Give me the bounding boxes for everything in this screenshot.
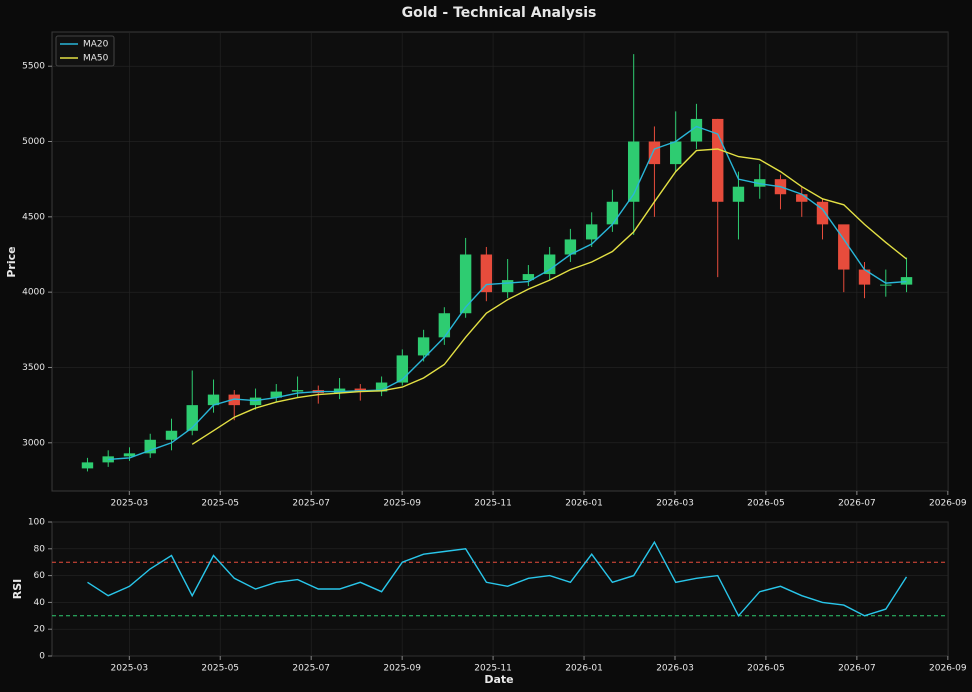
x-tick-label: 2025-05 (201, 664, 239, 674)
candle-body (564, 239, 577, 255)
plot-area (51, 31, 949, 492)
x-tick-label: 2025-09 (383, 499, 421, 509)
y-tick-label: 100 (28, 518, 45, 528)
candle-body (712, 118, 724, 202)
candle-body (754, 179, 766, 187)
candle-body (207, 394, 220, 406)
legend-label: MA20 (83, 40, 109, 50)
line (108, 125, 907, 461)
candle-body (522, 274, 535, 281)
candle-body (165, 430, 178, 440)
candle-body (123, 453, 136, 457)
x-tick-label: 2025-09 (383, 664, 421, 674)
candle-body (670, 141, 682, 165)
plot-area (51, 521, 949, 657)
y-tick-label: 3000 (22, 438, 45, 448)
candle-body (81, 462, 94, 469)
candle-body (375, 382, 388, 392)
candle-body (648, 141, 661, 165)
candle-body (501, 280, 514, 293)
x-tick-label: 2025-07 (292, 664, 330, 674)
candle-body (543, 254, 556, 275)
candle-body (480, 254, 493, 293)
candle-body (796, 194, 808, 202)
x-tick-label: 2026-05 (747, 664, 785, 674)
candle-body (270, 391, 282, 398)
candle-body (438, 313, 451, 338)
y-tick-label: 60 (34, 571, 46, 581)
y-tick-label: 5000 (22, 137, 45, 147)
candle-body (900, 277, 913, 285)
candle-body (333, 388, 346, 394)
x-tick-label: 2026-03 (656, 499, 694, 509)
candle-body (858, 269, 871, 285)
x-tick-label: 2026-03 (656, 664, 694, 674)
x-tick-label: 2025-07 (292, 499, 330, 509)
candle-body (838, 224, 850, 270)
x-axis-label: Date (484, 673, 513, 686)
y-axis-label: Price (5, 246, 18, 277)
legend: MA20 MA50 (55, 35, 115, 67)
x-tick-label: 2025-03 (111, 664, 149, 674)
y-tick-label: 3500 (22, 363, 45, 373)
candle-body (690, 118, 703, 142)
line (87, 540, 908, 618)
candle-body (144, 439, 156, 454)
candle-body (627, 141, 640, 202)
candle-body (585, 224, 598, 240)
x-tick-label: 2026-05 (747, 499, 785, 509)
y-tick-label: 4500 (22, 212, 45, 222)
legend-label: MA50 (83, 54, 109, 64)
candle-body (816, 201, 829, 225)
candle-body (459, 254, 472, 314)
y-tick-label: 0 (39, 652, 45, 662)
chart-title: Gold - Technical Analysis (402, 5, 597, 21)
x-tick-label: 2026-07 (838, 499, 876, 509)
x-tick-label: 2026-01 (565, 499, 603, 509)
line (191, 148, 907, 445)
x-tick-label: 2026-09 (929, 664, 967, 674)
y-tick-label: 40 (34, 598, 46, 608)
candle-body (291, 390, 304, 392)
y-tick-label: 4000 (22, 288, 45, 298)
candle-body (880, 284, 892, 286)
candle-body (606, 201, 619, 225)
candle-body (228, 394, 240, 406)
candle-body (396, 355, 409, 383)
y-tick-label: 80 (34, 544, 46, 554)
candle-body (186, 405, 198, 431)
x-tick-label: 2025-11 (474, 664, 512, 674)
x-tick-label: 2026-01 (565, 664, 603, 674)
x-tick-label: 2025-03 (111, 499, 149, 509)
y-tick-label: 5500 (22, 62, 45, 72)
x-tick-label: 2026-09 (929, 499, 967, 509)
y-tick-label: 20 (34, 625, 46, 635)
x-tick-label: 2026-07 (838, 664, 876, 674)
x-tick-label: 2025-11 (474, 499, 512, 509)
candle-body (354, 388, 367, 392)
candle-body (417, 337, 430, 356)
candle-body (249, 397, 262, 406)
x-tick-label: 2025-05 (201, 499, 239, 509)
y-axis-label: RSI (11, 579, 24, 600)
candle-body (732, 186, 745, 202)
